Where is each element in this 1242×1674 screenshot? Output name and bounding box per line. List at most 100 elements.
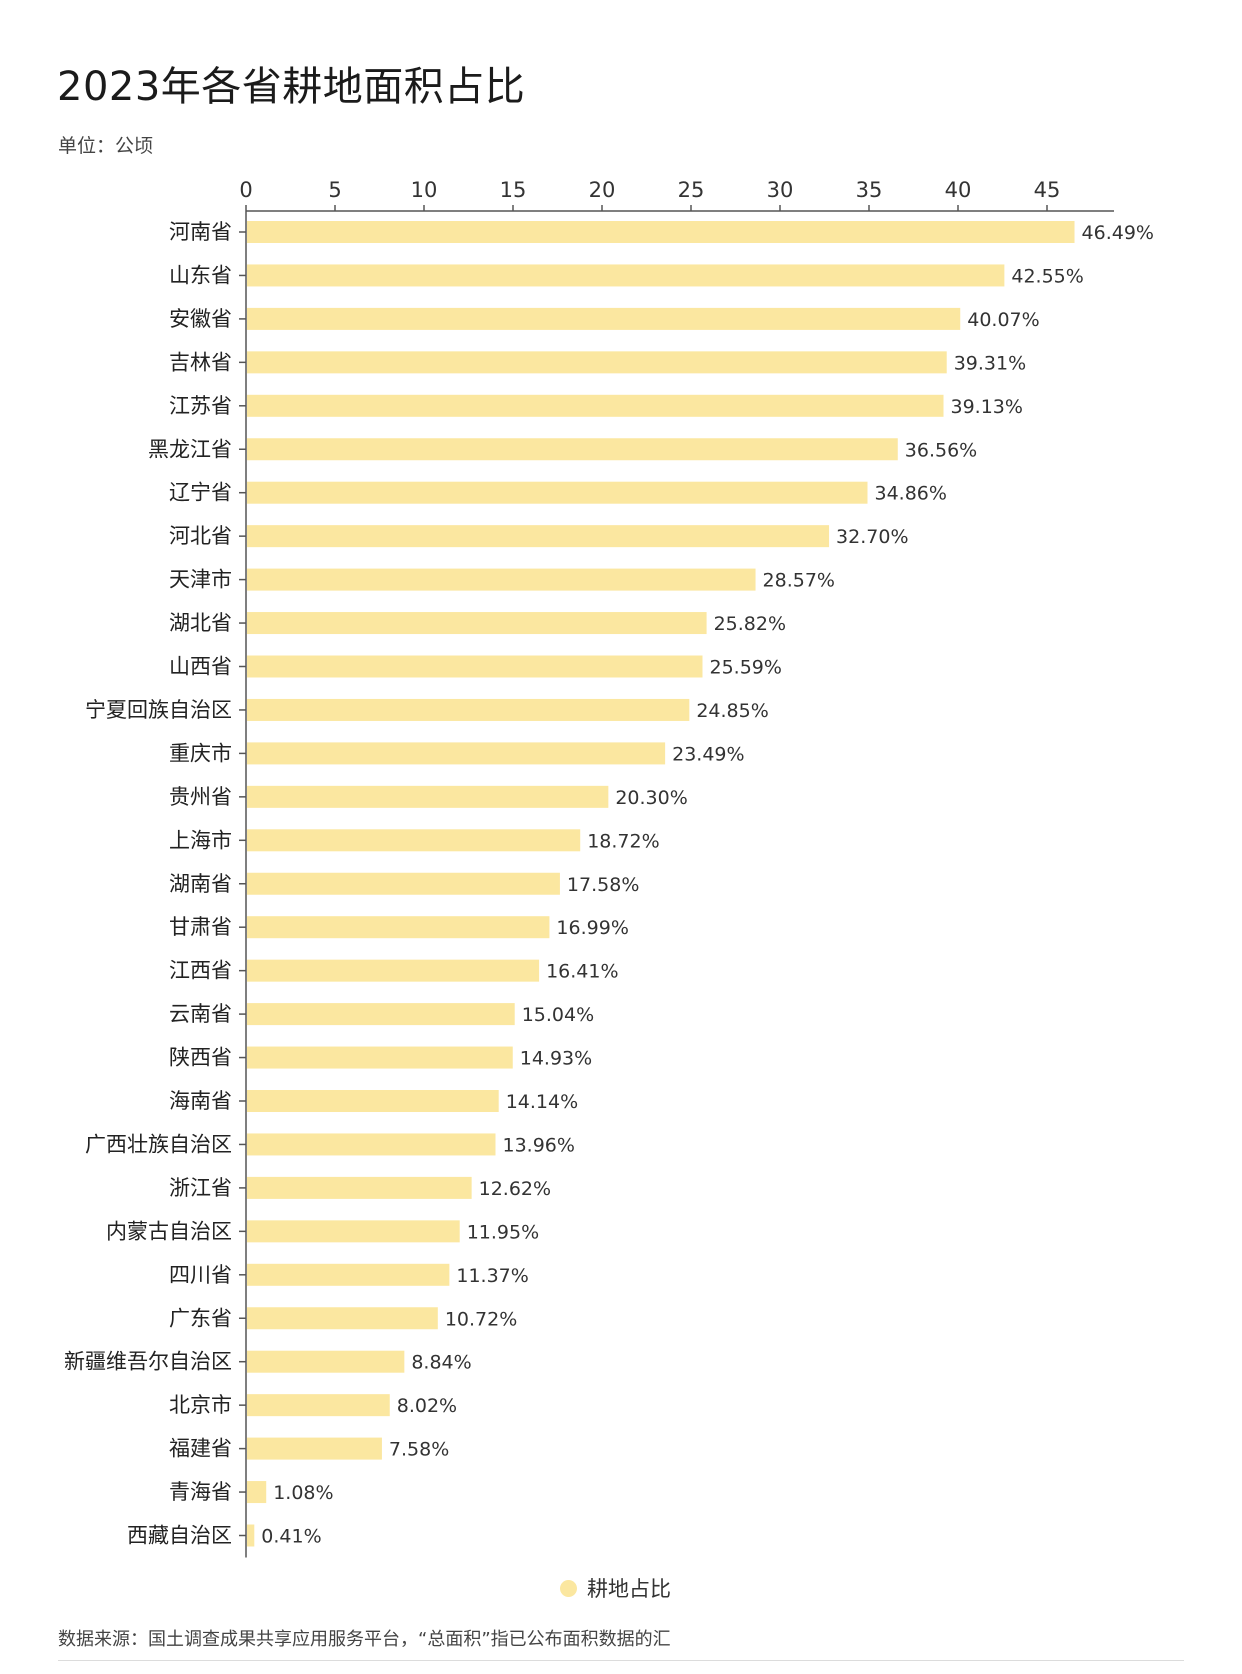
bar-value-label: 7.58%: [389, 1439, 449, 1461]
category-label: 上海市: [169, 828, 232, 852]
bar: [247, 394, 944, 417]
x-tick-label: 30: [767, 178, 794, 202]
category-label: 山西省: [169, 655, 232, 679]
bar-value-label: 36.56%: [905, 439, 977, 461]
x-tick-label: 25: [678, 178, 705, 202]
bottom-divider: [58, 1660, 1184, 1661]
category-label: 江西省: [169, 959, 232, 983]
bar: [247, 1307, 438, 1330]
bar: [247, 1263, 450, 1286]
category-label: 山东省: [169, 263, 232, 287]
category-label: 黑龙江省: [148, 437, 232, 461]
bar-value-label: 46.49%: [1082, 222, 1154, 244]
bar-value-label: 42.55%: [1011, 265, 1083, 287]
category-label: 河北省: [169, 524, 232, 548]
bar-value-label: 25.59%: [710, 657, 782, 679]
category-label: 甘肃省: [169, 915, 232, 939]
x-tick-label: 5: [328, 178, 341, 202]
bar: [247, 1350, 405, 1373]
category-label: 北京市: [169, 1393, 232, 1417]
category-label: 西藏自治区: [127, 1524, 232, 1548]
bar: [247, 1133, 496, 1156]
x-tick-label: 35: [856, 178, 883, 202]
legend-label: 耕地占比: [587, 1577, 671, 1601]
bar-value-label: 25.82%: [714, 613, 786, 635]
category-label: 贵州省: [169, 785, 232, 809]
bar-value-label: 0.41%: [261, 1526, 321, 1548]
bar: [247, 829, 581, 852]
category-label: 湖北省: [169, 611, 232, 635]
bar: [247, 1394, 390, 1417]
bar: [247, 1481, 267, 1504]
bar-value-label: 14.14%: [506, 1091, 578, 1113]
category-label: 广东省: [169, 1306, 232, 1330]
bar-value-label: 16.99%: [556, 917, 628, 939]
bar: [247, 525, 830, 548]
bar-value-label: 17.58%: [567, 874, 639, 896]
x-tick-label: 0: [239, 178, 252, 202]
bar: [247, 1003, 515, 1026]
chart-legend: 耕地占比: [560, 1573, 671, 1603]
category-label: 内蒙古自治区: [106, 1219, 232, 1243]
bar-value-label: 13.96%: [502, 1134, 574, 1156]
bar-value-label: 40.07%: [967, 309, 1039, 331]
bar-value-label: 34.86%: [875, 483, 947, 505]
bar: [247, 1090, 499, 1112]
bar-value-label: 32.70%: [836, 526, 908, 548]
bar-value-label: 8.84%: [411, 1352, 471, 1374]
category-label: 吉林省: [169, 350, 232, 374]
x-tick-label: 40: [945, 178, 972, 202]
bar: [247, 698, 690, 721]
bar-value-label: 14.93%: [520, 1048, 592, 1070]
bar-value-label: 10.72%: [445, 1308, 517, 1330]
bar: [247, 438, 898, 461]
bar: [247, 568, 756, 591]
category-label: 宁夏回族自治区: [85, 698, 232, 722]
bar-value-label: 24.85%: [696, 700, 768, 722]
x-tick-label: 45: [1034, 178, 1061, 202]
x-tick-label: 10: [411, 178, 438, 202]
bar-value-label: 1.08%: [273, 1482, 333, 1504]
category-label: 陕西省: [169, 1046, 232, 1070]
bar: [247, 221, 1075, 243]
bar: [247, 655, 703, 678]
category-label: 江苏省: [169, 394, 232, 418]
category-label: 云南省: [169, 1002, 232, 1026]
bar: [247, 264, 1005, 287]
category-label: 安徽省: [169, 307, 232, 331]
bar: [247, 1176, 472, 1199]
category-label: 湖南省: [169, 872, 232, 896]
bar: [247, 351, 947, 374]
category-label: 海南省: [169, 1089, 232, 1113]
category-label: 重庆市: [169, 741, 232, 765]
source-note: 数据来源：国土调查成果共享应用服务平台，“总面积”指已公布面积数据的汇: [58, 1629, 671, 1650]
category-label: 浙江省: [169, 1176, 232, 1200]
bar: [247, 1437, 382, 1460]
bar: [247, 1046, 513, 1069]
category-label: 辽宁省: [169, 481, 232, 505]
bar-value-label: 23.49%: [672, 743, 744, 765]
x-tick-label: 20: [589, 178, 616, 202]
bar-value-label: 11.37%: [456, 1265, 528, 1287]
bar-value-label: 18.72%: [587, 830, 659, 852]
category-label: 天津市: [169, 568, 232, 592]
category-label: 河南省: [169, 220, 232, 244]
bar-value-label: 20.30%: [615, 787, 687, 809]
bar: [247, 959, 540, 982]
bar-value-label: 16.41%: [546, 961, 618, 983]
category-label: 广西壮族自治区: [85, 1132, 232, 1156]
bar: [247, 1524, 255, 1547]
bar: [247, 1220, 460, 1243]
category-label: 新疆维吾尔自治区: [64, 1350, 232, 1374]
bar: [247, 872, 560, 895]
bar-value-label: 12.62%: [479, 1178, 551, 1200]
bar-value-label: 28.57%: [763, 570, 835, 592]
legend-swatch: [560, 1579, 577, 1597]
bar: [247, 612, 707, 635]
bar: [247, 916, 550, 939]
category-label: 青海省: [169, 1480, 232, 1504]
bar-value-label: 11.95%: [467, 1221, 539, 1243]
bar-value-label: 8.02%: [397, 1395, 457, 1417]
bar: [247, 742, 666, 765]
